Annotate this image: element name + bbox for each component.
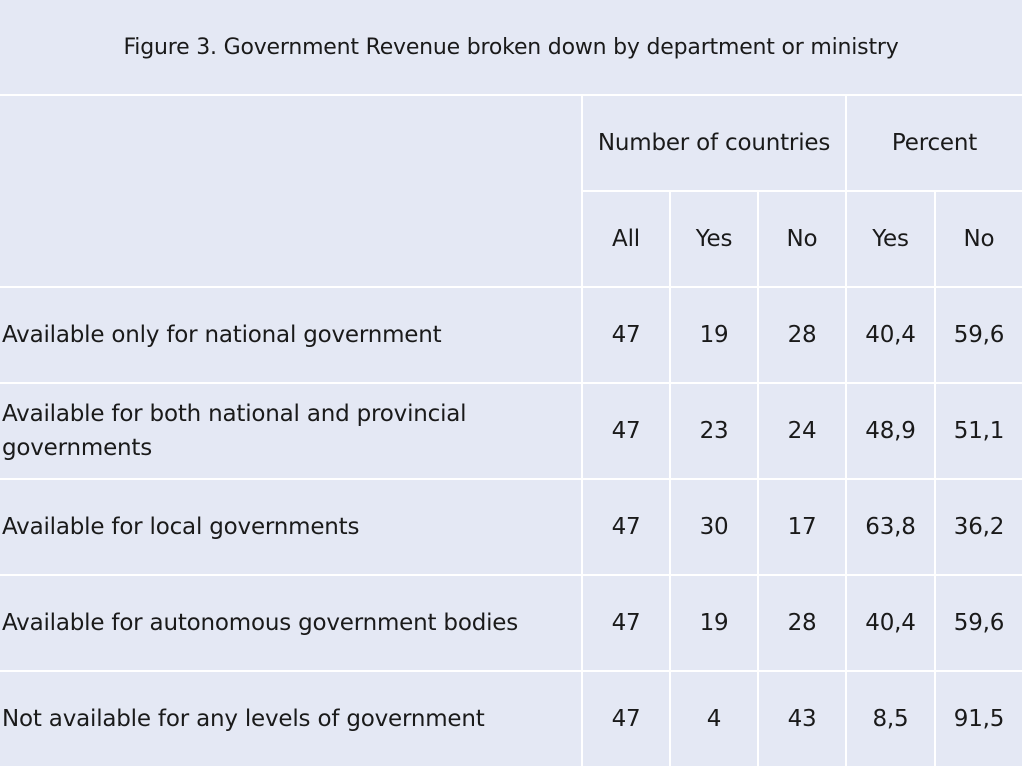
cell-yes: 4 <box>671 672 759 768</box>
cell-no: 24 <box>759 384 847 480</box>
header-corner <box>0 96 583 288</box>
cell-all: 47 <box>583 480 671 576</box>
cell-yes: 23 <box>671 384 759 480</box>
header-count-yes: Yes <box>671 192 759 288</box>
header-all: All <box>583 192 671 288</box>
cell-yes: 19 <box>671 288 759 384</box>
cell-percent-yes: 8,5 <box>847 672 936 768</box>
cell-all: 47 <box>583 672 671 768</box>
header-count-no: No <box>759 192 847 288</box>
cell-percent-yes: 40,4 <box>847 576 936 672</box>
cell-no: 17 <box>759 480 847 576</box>
row-label: Not available for any levels of governme… <box>0 672 583 768</box>
cell-percent-yes: 63,8 <box>847 480 936 576</box>
header-percent: Percent <box>847 96 1024 192</box>
cell-all: 47 <box>583 384 671 480</box>
cell-yes: 30 <box>671 480 759 576</box>
cell-percent-no: 59,6 <box>936 288 1024 384</box>
table-title: Figure 3. Government Revenue broken down… <box>0 0 1024 96</box>
cell-all: 47 <box>583 576 671 672</box>
cell-no: 28 <box>759 288 847 384</box>
cell-no: 43 <box>759 672 847 768</box>
cell-percent-yes: 40,4 <box>847 288 936 384</box>
cell-percent-yes: 48,9 <box>847 384 936 480</box>
row-label: Available for both national and provinci… <box>0 384 583 480</box>
row-label: Available for autonomous government bodi… <box>0 576 583 672</box>
cell-percent-no: 59,6 <box>936 576 1024 672</box>
cell-all: 47 <box>583 288 671 384</box>
row-label: Available only for national government <box>0 288 583 384</box>
header-percent-no: No <box>936 192 1024 288</box>
cell-percent-no: 36,2 <box>936 480 1024 576</box>
row-label: Available for local governments <box>0 480 583 576</box>
cell-percent-no: 51,1 <box>936 384 1024 480</box>
header-percent-yes: Yes <box>847 192 936 288</box>
cell-percent-no: 91,5 <box>936 672 1024 768</box>
cell-yes: 19 <box>671 576 759 672</box>
cell-no: 28 <box>759 576 847 672</box>
header-number-of-countries: Number of countries <box>583 96 847 192</box>
